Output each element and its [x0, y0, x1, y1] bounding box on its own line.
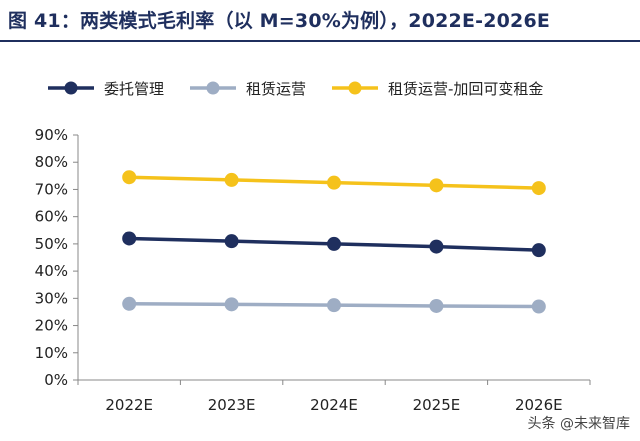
y-tick-label: 20%	[35, 317, 68, 335]
data-point-series-2	[531, 299, 546, 314]
data-point-series-1	[122, 231, 137, 246]
data-point-series-3	[122, 170, 137, 185]
data-point-series-2	[224, 297, 239, 312]
y-tick-label: 0%	[44, 371, 68, 389]
y-tick-label: 30%	[35, 289, 68, 307]
legend-label-2: 租赁运营	[246, 80, 306, 98]
data-point-series-3	[224, 172, 239, 187]
data-point-series-2	[327, 298, 341, 313]
y-tick-label: 10%	[35, 344, 68, 362]
watermark: 头条 @未来智库	[527, 416, 630, 432]
y-tick-label: 60%	[35, 208, 68, 226]
y-tick-label: 90%	[35, 126, 68, 144]
legend-label-3: 租赁运营-加回可变租金	[388, 80, 543, 98]
data-point-series-1	[429, 239, 444, 254]
x-tick-label: 2025E	[413, 396, 461, 414]
legend-marker-2	[206, 81, 220, 95]
legend-marker-1	[64, 81, 78, 95]
title-underline	[0, 40, 640, 42]
data-point-series-2	[122, 296, 137, 311]
x-tick-label: 2023E	[208, 396, 256, 414]
data-point-series-1	[531, 243, 546, 258]
legend-marker-3	[348, 81, 362, 95]
x-tick-label: 2026E	[515, 396, 563, 414]
data-point-series-1	[327, 236, 341, 251]
chart-title: 图 41：两类模式毛利率（以 M=30%为例），2022E-2026E	[8, 10, 551, 32]
legend-label-1: 委托管理	[104, 80, 164, 98]
y-tick-label: 80%	[35, 153, 68, 171]
data-point-series-1	[224, 234, 239, 249]
y-tick-label: 70%	[35, 180, 68, 198]
y-tick-label: 40%	[35, 262, 68, 280]
data-point-series-3	[327, 175, 341, 190]
data-point-series-3	[429, 178, 444, 193]
y-tick-label: 50%	[35, 235, 68, 253]
x-tick-label: 2024E	[310, 396, 358, 414]
data-point-series-3	[531, 181, 546, 196]
x-tick-label: 2022E	[105, 396, 153, 414]
data-point-series-2	[429, 298, 444, 313]
